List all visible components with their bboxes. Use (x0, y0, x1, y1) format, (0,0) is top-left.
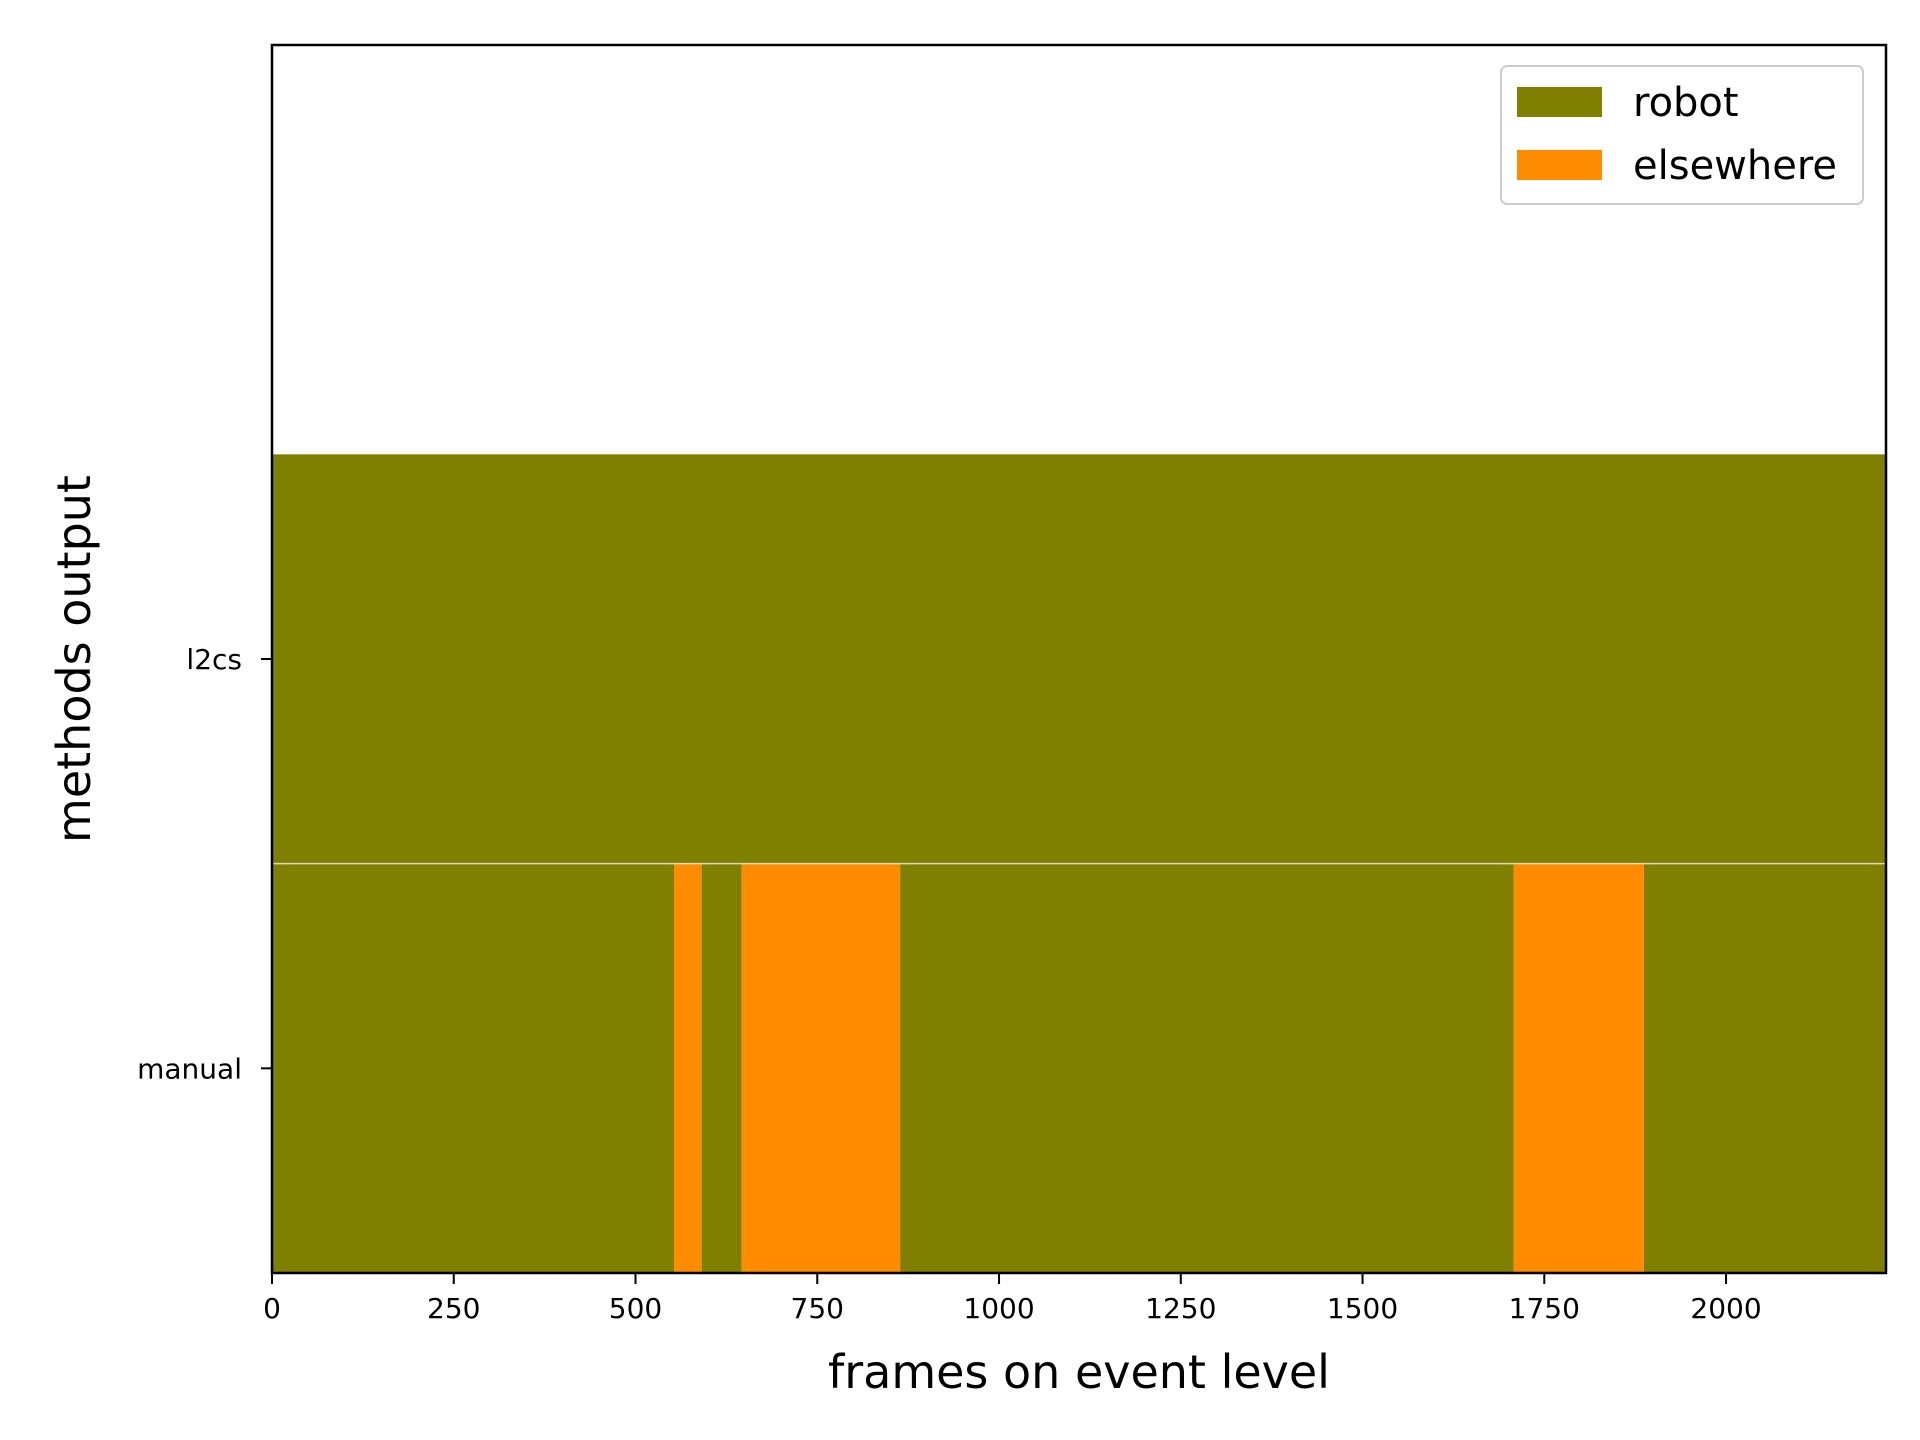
legend-label-elsewhere: elsewhere (1633, 143, 1837, 189)
segment-manual-elsewhere (741, 863, 901, 1273)
y-tick-label-l2cs: l2cs (186, 643, 242, 676)
x-tick-label: 750 (791, 1292, 844, 1325)
legend-label-robot: robot (1633, 80, 1739, 126)
segment-manual-robot (1643, 863, 1886, 1273)
x-tick-label: 0 (263, 1292, 281, 1325)
segment-manual-elsewhere (1513, 863, 1644, 1273)
axes: 0 250 500 750 1000 1250 1500 1750 2000 manual l2cs (137, 43, 1888, 1325)
legend: robot elsewhere (1500, 65, 1864, 205)
y-tick-label-manual: manual (137, 1052, 242, 1085)
x-axis-label: frames on event level (828, 1345, 1330, 1399)
segment-manual-elsewhere (674, 863, 702, 1273)
x-tick-label: 1250 (1145, 1292, 1216, 1325)
x-tick-label: 1500 (1327, 1292, 1398, 1325)
x-tick-label: 2000 (1690, 1292, 1761, 1325)
segment-manual-robot (900, 863, 1514, 1273)
x-tick-label: 1750 (1509, 1292, 1580, 1325)
segment-manual-robot (701, 863, 742, 1273)
x-tick-label: 250 (427, 1292, 480, 1325)
legend-swatch-robot (1517, 87, 1602, 117)
plot-area (272, 454, 1886, 1273)
segment-l2cs-robot (272, 454, 1886, 864)
x-tick-label: 500 (609, 1292, 662, 1325)
x-tick-label: 1000 (963, 1292, 1034, 1325)
segment-manual-robot (272, 863, 675, 1273)
legend-swatch-elsewhere (1517, 150, 1602, 180)
y-axis-label: methods output (47, 475, 101, 843)
